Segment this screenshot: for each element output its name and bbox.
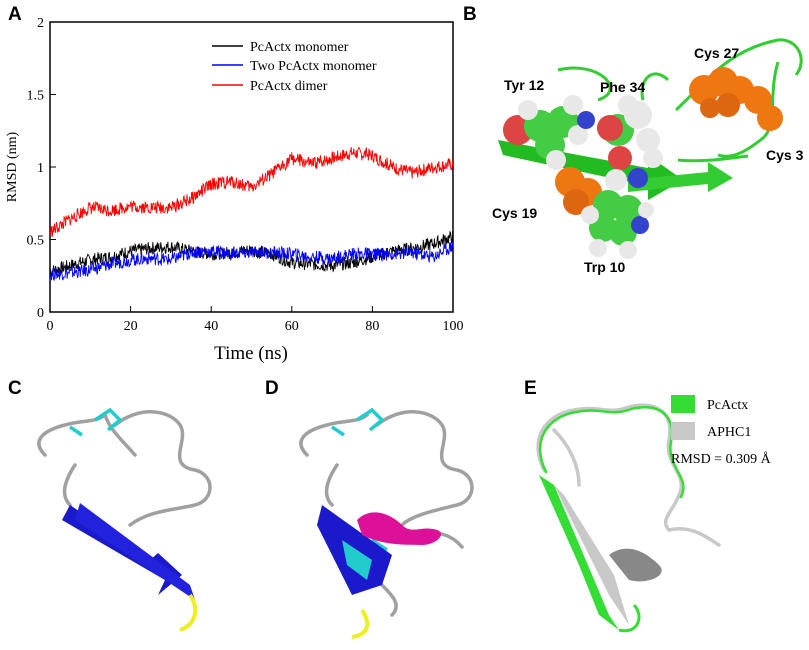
y-tick-label: 1.5: [27, 89, 45, 104]
legend-swatch-aphc1: [671, 422, 695, 440]
panel-letter-b: B: [463, 4, 477, 25]
y-tick-label: 1: [37, 161, 44, 176]
sheet-strand-cyan: [342, 540, 372, 580]
cys19-spheres: [555, 167, 602, 215]
residue-structure-figure: Tyr 12 Phe 34 Cys 27 Cys 3 Cys 19 Trp 10: [492, 38, 804, 275]
y-axis-label: RMSD (nm): [5, 131, 20, 202]
panel-letter-d: D: [265, 378, 279, 399]
beta-strand-arrow-2: [628, 162, 733, 192]
legend-label-aphc1: APHC1: [707, 425, 751, 440]
y-tick-label: 2: [37, 16, 44, 31]
phe34-spheres: [597, 95, 663, 170]
legend-label-dimer: PcActx dimer: [250, 79, 328, 94]
x-axis-label: Time (ns): [214, 343, 288, 364]
legend-e: PcActx APHC1 RMSD = 0.309 Å: [671, 395, 772, 467]
rmsd-chart: 0 20 40 60 80 100 0 0.5 1 1.5 2 Time (ns) RMSD (nm…: [5, 16, 464, 364]
structure-overlay-e: PcActx APHC1 RMSD = 0.309 Å: [536, 395, 772, 633]
label-cys27: Cys 27: [694, 45, 739, 61]
panel-letter-e: E: [524, 378, 537, 399]
series-lines: [49, 146, 454, 282]
series-line-dimer: [49, 146, 454, 238]
turn-yellow: [179, 593, 198, 632]
tyr12-spheres: [503, 95, 595, 170]
x-tick-label: 100: [443, 319, 464, 334]
label-tyr12: Tyr 12: [504, 77, 544, 93]
legend: PcActx monomer Two PcActx monomer PcActx…: [212, 40, 377, 94]
helix-magenta: [357, 512, 442, 545]
axis-ticks: 0 20 40 60 80 100 0 0.5 1 1.5 2: [27, 16, 464, 334]
label-trp10: Trp 10: [584, 259, 625, 275]
x-tick-label: 60: [285, 319, 299, 334]
structure-c: [37, 407, 212, 632]
legend-swatch-pcactx: [671, 395, 695, 413]
x-tick-label: 40: [204, 319, 218, 334]
cys27-cys3-spheres: [689, 67, 783, 131]
label-cys19: Cys 19: [492, 205, 537, 221]
panel-letter-a: A: [8, 4, 22, 25]
x-tick-label: 80: [365, 319, 379, 334]
panel-letter-c: C: [8, 378, 22, 399]
rmsd-value: RMSD = 0.309 Å: [671, 451, 772, 467]
turn-yellow: [351, 608, 370, 639]
ribbon-backbone: [557, 38, 803, 163]
label-cys3: Cys 3: [766, 147, 804, 163]
legend-label-two-monomer: Two PcActx monomer: [250, 59, 377, 74]
overlay-sheet-green: [539, 475, 619, 630]
overlay-sheet-grey: [554, 485, 629, 625]
series-line-two-monomer: [49, 241, 454, 282]
y-tick-label: 0.5: [27, 234, 45, 249]
y-tick-label: 0: [37, 306, 44, 321]
x-tick-label: 0: [47, 319, 54, 334]
label-phe34: Phe 34: [600, 79, 645, 95]
legend-label-pcactx: PcActx: [707, 398, 748, 413]
legend-label-monomer: PcActx monomer: [250, 40, 349, 55]
sheet-strand-2: [75, 503, 195, 600]
overlay-turn: [618, 603, 641, 633]
x-tick-label: 20: [124, 319, 138, 334]
overlay-helix: [609, 548, 662, 582]
trp10-spheres: [581, 168, 654, 259]
structure-d: [299, 407, 474, 639]
